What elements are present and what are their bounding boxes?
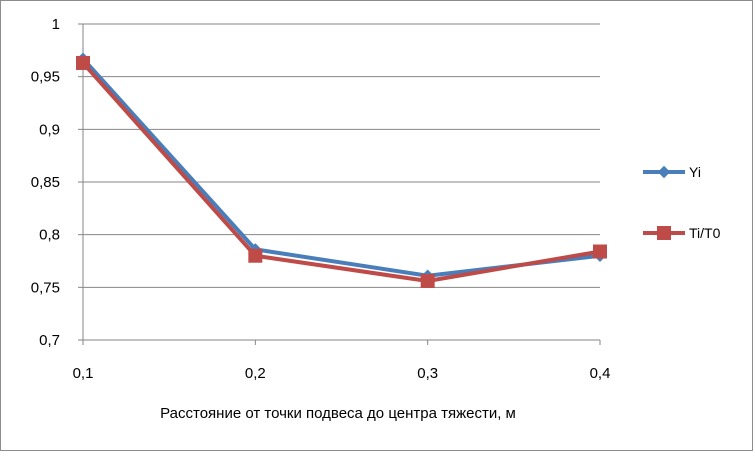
x-axis-title: Расстояние от точки подвеса до центра тя… bbox=[160, 405, 516, 422]
data-point-ti-t0 bbox=[76, 55, 90, 70]
x-tick-label: 0,1 bbox=[73, 365, 94, 382]
series-line-yi bbox=[81, 57, 601, 278]
x-tick-label: 0,4 bbox=[590, 365, 611, 382]
y-tick-label: 0,9 bbox=[39, 121, 60, 138]
y-tick-label: 0,8 bbox=[39, 227, 60, 244]
x-tick-label: 0,2 bbox=[245, 365, 266, 382]
legend-swatch-marker bbox=[657, 165, 671, 179]
y-tick-label: 1 bbox=[52, 16, 60, 33]
series-layer bbox=[76, 52, 607, 289]
legend-item-yi: Yi bbox=[643, 164, 701, 180]
y-tick-label: 0,85 bbox=[31, 174, 60, 191]
series-ti-t0 bbox=[76, 55, 607, 289]
series-line-ti-t0 bbox=[81, 61, 601, 284]
x-tick-label: 0,3 bbox=[417, 365, 438, 382]
y-tick-label: 0,95 bbox=[31, 69, 60, 86]
y-tick-labels: 0,7 0,75 0,8 0,85 0,9 0,95 1 bbox=[31, 16, 60, 349]
legend-item-ti-t0: Ti/T0 bbox=[643, 225, 721, 241]
axes bbox=[78, 23, 601, 345]
y-tick-label: 0,75 bbox=[31, 279, 60, 296]
data-point-ti-t0 bbox=[420, 274, 435, 289]
legend-swatch-marker bbox=[657, 226, 671, 240]
data-point-ti-t0 bbox=[593, 244, 607, 259]
series-yi bbox=[76, 52, 607, 282]
data-point-ti-t0 bbox=[248, 248, 263, 263]
x-tick-labels: 0,1 0,2 0,3 0,4 bbox=[73, 365, 611, 382]
gridlines bbox=[83, 23, 600, 288]
legend-label: Ti/T0 bbox=[689, 225, 721, 241]
legend-label: Yi bbox=[689, 164, 701, 180]
legend: Yi Ti/T0 bbox=[643, 164, 721, 241]
y-tick-label: 0,7 bbox=[39, 332, 60, 349]
